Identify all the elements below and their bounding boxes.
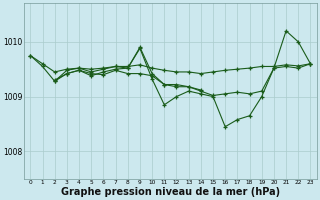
X-axis label: Graphe pression niveau de la mer (hPa): Graphe pression niveau de la mer (hPa) — [61, 187, 280, 197]
